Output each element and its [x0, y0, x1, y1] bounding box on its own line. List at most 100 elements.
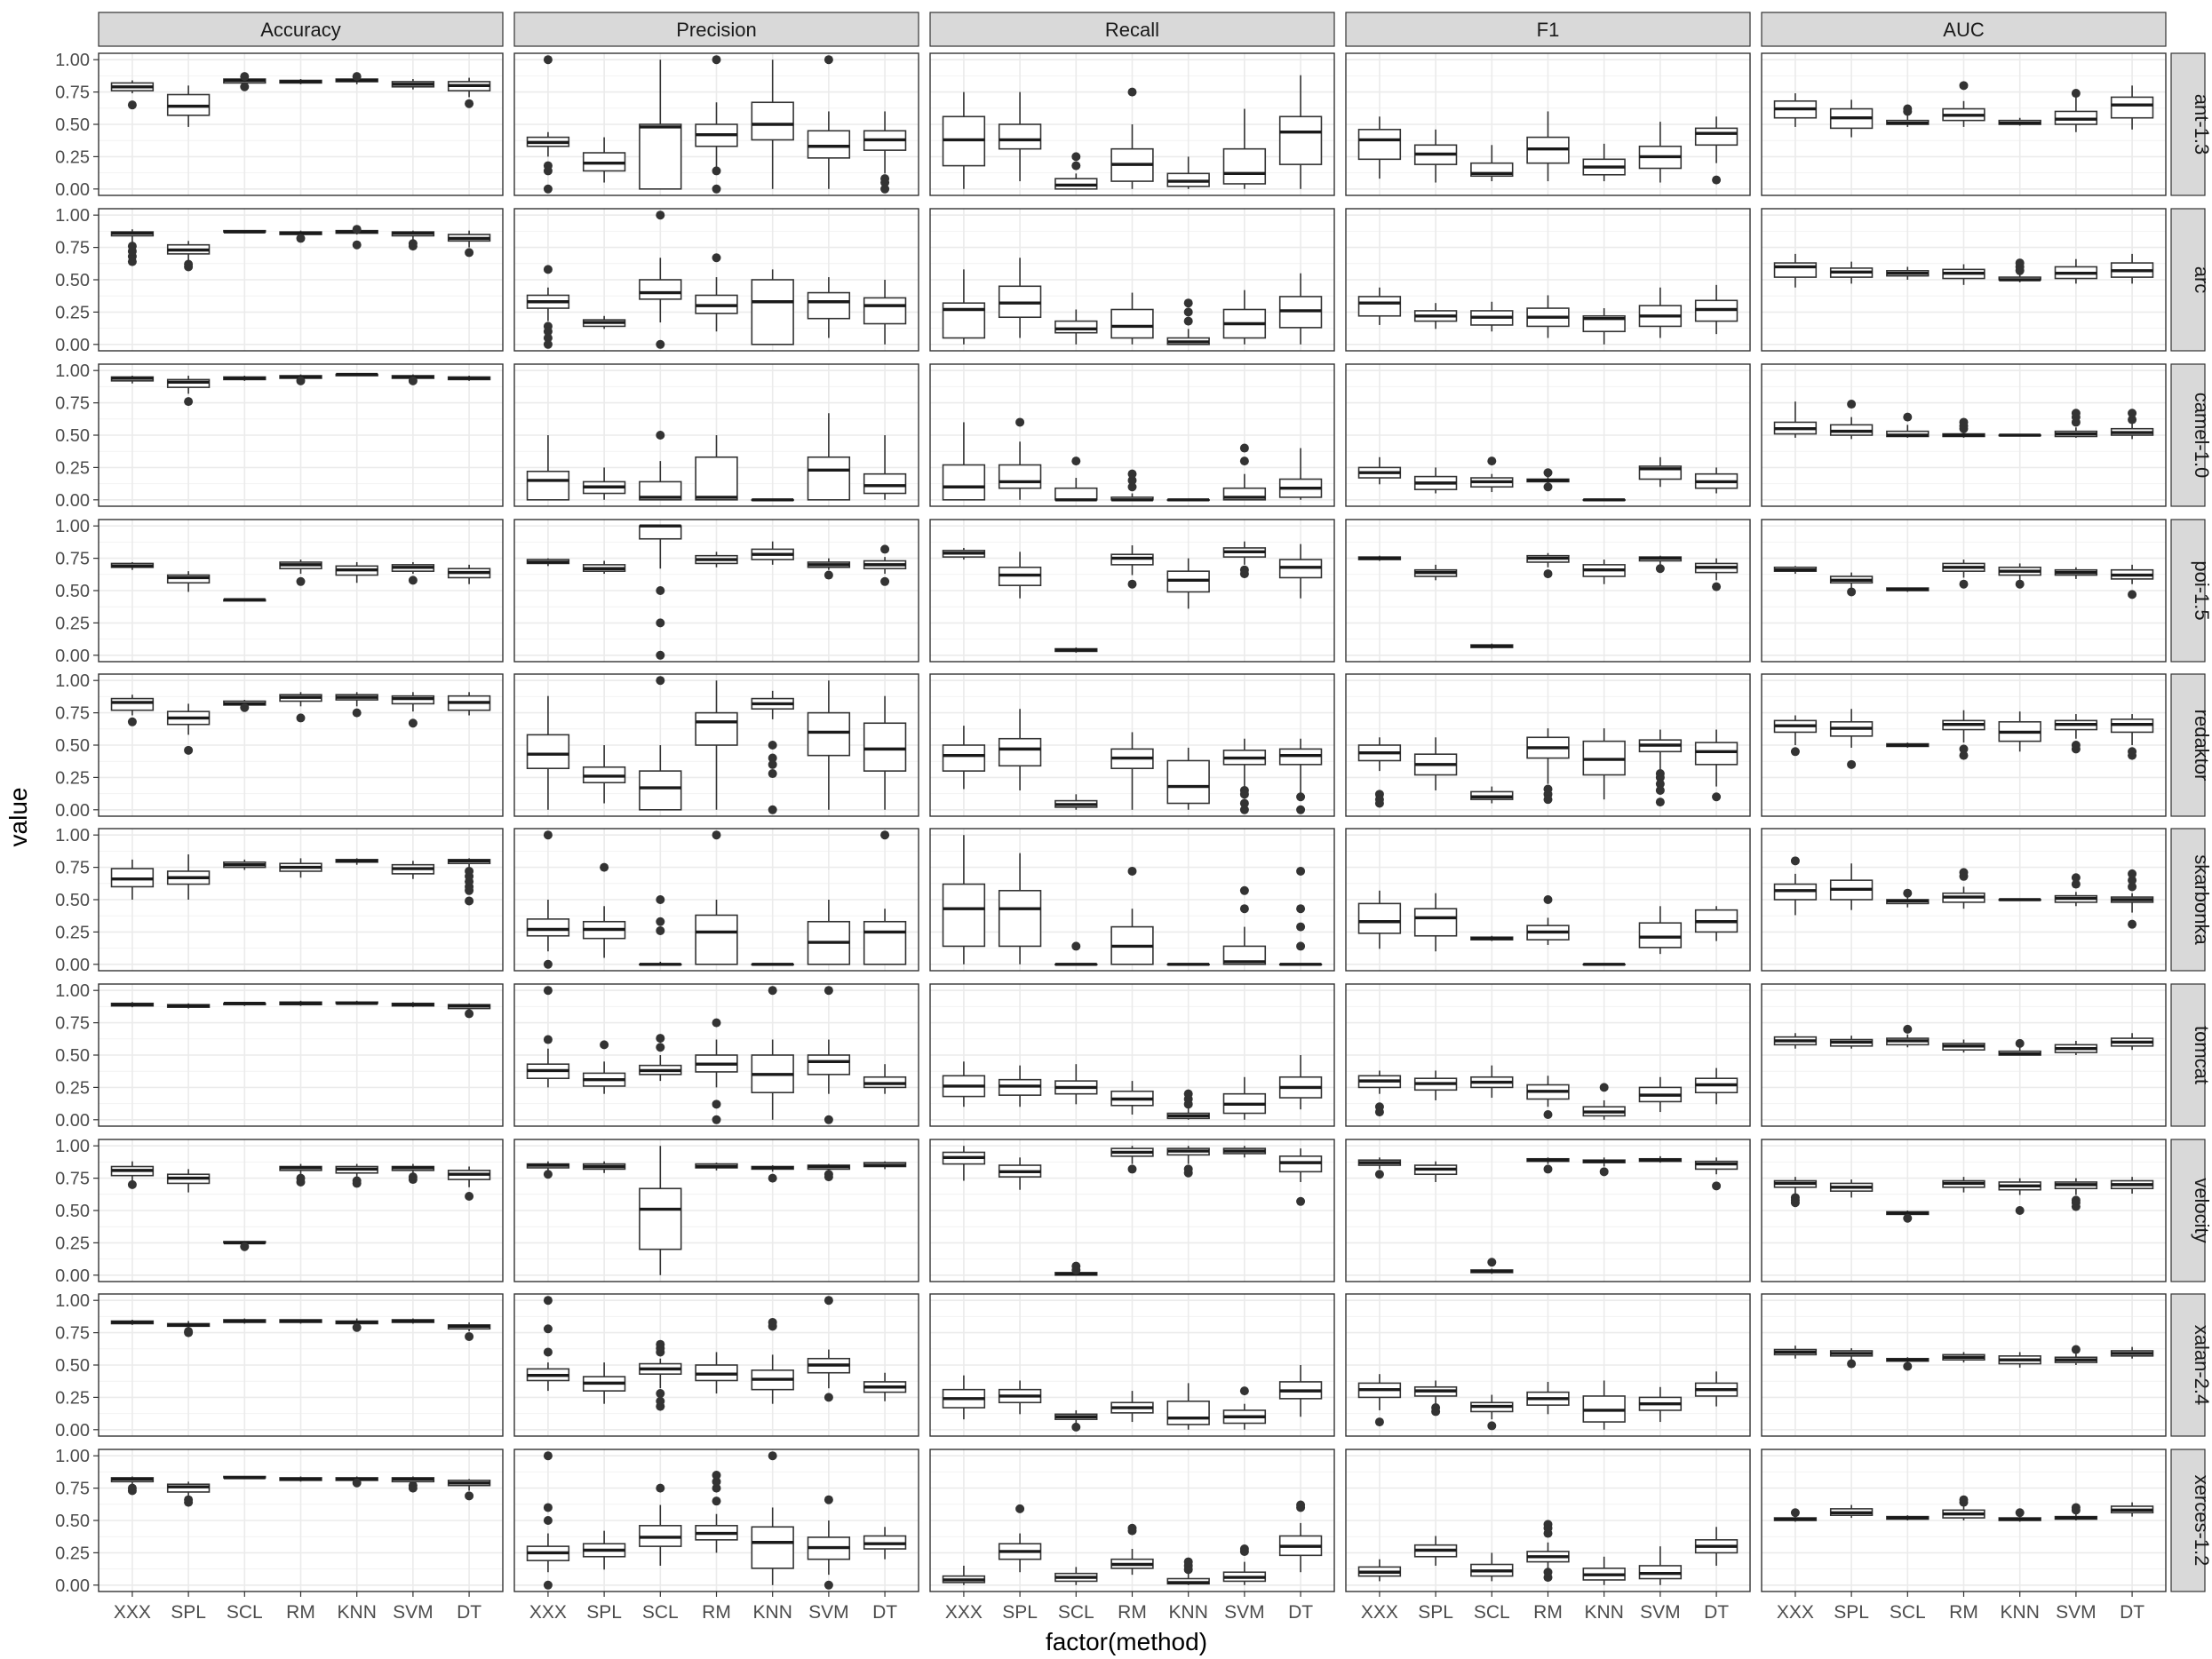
row-strip — [2170, 673, 2206, 817]
outlier-point — [880, 830, 890, 840]
outlier-point — [712, 1477, 721, 1487]
outlier-point — [1183, 1557, 1193, 1567]
box-iqr — [1110, 308, 1154, 339]
box-iqr — [2110, 96, 2154, 119]
outlier-point — [543, 55, 553, 65]
outlier-point — [1296, 1196, 1306, 1206]
outlier-point — [656, 1043, 665, 1052]
y-tick-label: 0.25 — [55, 923, 90, 942]
outlier-point — [2071, 879, 2081, 889]
y-tick-label: 0.25 — [55, 1388, 90, 1408]
y-tick-label: 0.50 — [55, 271, 90, 290]
y-tick-label: 0.75 — [55, 83, 90, 103]
outlier-point — [127, 717, 137, 726]
panel — [98, 208, 504, 352]
outlier-point — [1015, 1504, 1025, 1513]
panel-border — [513, 363, 919, 507]
panel — [1345, 1293, 1751, 1437]
outlier-point — [240, 702, 250, 712]
y-tick-label: 0.00 — [55, 1421, 90, 1441]
box-iqr — [1222, 147, 1267, 185]
panel — [929, 983, 1335, 1127]
box-iqr — [639, 123, 682, 190]
panel — [98, 1139, 504, 1282]
outlier-point — [240, 1242, 250, 1251]
y-tick-label: 0.75 — [55, 704, 90, 724]
box-iqr — [526, 734, 570, 770]
x-tick-label: SPL — [1418, 1602, 1453, 1623]
y-axis-title: value — [4, 788, 32, 847]
outlier-point — [465, 1191, 474, 1201]
y-tick-label: 1.00 — [55, 981, 90, 1001]
outlier-point — [543, 327, 553, 337]
column-strip — [929, 12, 1335, 47]
outlier-point — [1127, 866, 1137, 876]
panel — [98, 1293, 504, 1437]
outlier-point — [1655, 564, 1665, 574]
box-iqr — [1694, 742, 1739, 766]
panel — [1345, 1139, 1751, 1282]
panel — [1761, 983, 2167, 1127]
panel — [1761, 52, 2167, 196]
row-strip-label: tomcat — [2191, 1026, 2212, 1084]
outlier-point — [543, 986, 553, 996]
outlier-point — [184, 745, 194, 755]
y-tick-label: 0.75 — [55, 859, 90, 878]
box-iqr — [695, 711, 738, 746]
outlier-point — [768, 759, 777, 769]
outlier-point — [296, 1173, 306, 1183]
outlier-point — [656, 210, 665, 220]
panel — [98, 519, 504, 663]
outlier-point — [1431, 1403, 1441, 1413]
panel-border — [1345, 208, 1751, 352]
x-tick-label: SVM — [808, 1602, 849, 1623]
x-tick-label: SCL — [1474, 1602, 1510, 1623]
outlier-point — [1374, 798, 1384, 808]
outlier-point — [1015, 417, 1025, 427]
outlier-point — [1296, 904, 1306, 914]
column-strip-label: Recall — [1105, 19, 1159, 41]
outlier-point — [656, 1483, 665, 1493]
outlier-point — [1071, 1261, 1081, 1271]
panel — [98, 52, 504, 196]
panel — [929, 1293, 1335, 1437]
panel — [98, 828, 504, 972]
x-tick-label: XXX — [529, 1602, 567, 1623]
outlier-point — [1071, 152, 1081, 162]
panel-border — [513, 208, 919, 352]
outlier-point — [712, 1483, 721, 1493]
outlier-point — [768, 1451, 777, 1461]
column-strip — [98, 12, 504, 47]
outlier-point — [824, 1115, 833, 1124]
y-tick-label: 0.00 — [55, 956, 90, 975]
outlier-point — [2071, 1345, 2081, 1354]
outlier-point — [1239, 885, 1249, 895]
outlier-point — [408, 239, 418, 249]
outlier-point — [240, 72, 250, 82]
box-iqr — [998, 464, 1042, 489]
outlier-point — [656, 650, 665, 660]
outlier-point — [712, 1471, 721, 1480]
outlier-point — [127, 1179, 137, 1189]
outlier-point — [768, 1317, 777, 1327]
outlier-point — [408, 1172, 418, 1182]
panel-border — [1761, 1293, 2167, 1437]
panel — [513, 519, 919, 663]
outlier-point — [656, 1396, 665, 1406]
outlier-point — [712, 184, 721, 194]
outlier-point — [1847, 400, 1857, 409]
outlier-point — [712, 1496, 721, 1506]
outlier-point — [1183, 298, 1193, 308]
outlier-point — [2128, 869, 2137, 878]
outlier-point — [1903, 1024, 1913, 1034]
panel — [1761, 673, 2167, 817]
panel-border — [98, 983, 504, 1127]
y-tick-label: 0.75 — [55, 550, 90, 569]
panel-border — [1345, 983, 1751, 1127]
box-iqr — [807, 711, 851, 757]
outlier-point — [600, 862, 609, 872]
box-iqr — [751, 279, 794, 345]
outlier-point — [1543, 569, 1553, 579]
box-iqr — [526, 470, 570, 501]
box-iqr — [807, 456, 851, 501]
